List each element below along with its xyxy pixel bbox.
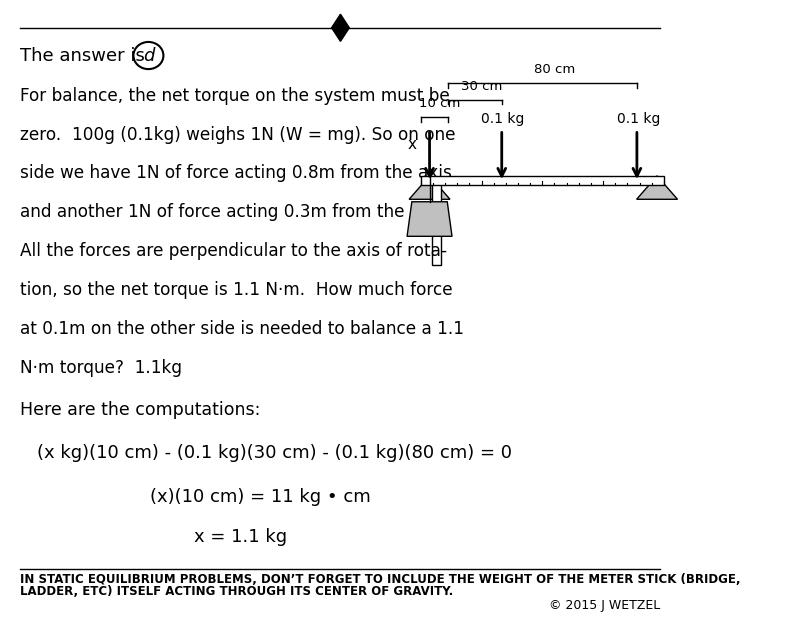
Text: x = 1.1 kg: x = 1.1 kg — [194, 528, 287, 546]
Polygon shape — [407, 202, 452, 236]
Text: side we have 1N of force acting 0.8m from the axis,: side we have 1N of force acting 0.8m fro… — [21, 164, 458, 183]
Text: 30 cm: 30 cm — [461, 80, 502, 93]
Text: 80 cm: 80 cm — [534, 63, 575, 76]
Polygon shape — [331, 14, 350, 41]
Text: For balance, the net torque on the system must be: For balance, the net torque on the syste… — [21, 86, 450, 105]
Text: tion, so the net torque is 1.1 N·m.  How much force: tion, so the net torque is 1.1 N·m. How … — [21, 281, 453, 299]
Text: x: x — [408, 138, 417, 152]
Polygon shape — [637, 176, 678, 199]
Text: (x kg)(10 cm) - (0.1 kg)(30 cm) - (0.1 kg)(80 cm) = 0: (x kg)(10 cm) - (0.1 kg)(30 cm) - (0.1 k… — [38, 444, 513, 463]
Text: (x)(10 cm) = 11 kg • cm: (x)(10 cm) = 11 kg • cm — [150, 487, 370, 506]
Text: zero.  100g (0.1kg) weighs 1N (W = mg). So on one: zero. 100g (0.1kg) weighs 1N (W = mg). S… — [21, 125, 456, 144]
Text: at 0.1m on the other side is needed to balance a 1.1: at 0.1m on the other side is needed to b… — [21, 320, 465, 338]
Text: The answer is: The answer is — [21, 46, 146, 65]
Text: Here are the computations:: Here are the computations: — [21, 401, 261, 420]
Text: 10 cm: 10 cm — [419, 97, 461, 110]
Text: N·m torque?  1.1kg: N·m torque? 1.1kg — [21, 358, 182, 377]
Polygon shape — [409, 176, 450, 199]
Text: IN STATIC EQUILIBRIUM PROBLEMS, DON’T FORGET TO INCLUDE THE WEIGHT OF THE METER : IN STATIC EQUILIBRIUM PROBLEMS, DON’T FO… — [21, 573, 741, 587]
Text: 0.1 kg: 0.1 kg — [482, 112, 525, 126]
Text: © 2015 J WETZEL: © 2015 J WETZEL — [550, 599, 661, 613]
Text: LADDER, ETC) ITSELF ACTING THROUGH ITS CENTER OF GRAVITY.: LADDER, ETC) ITSELF ACTING THROUGH ITS C… — [21, 584, 454, 598]
Bar — [432, 179, 441, 265]
Bar — [421, 176, 664, 185]
Text: 0.1 kg: 0.1 kg — [617, 112, 660, 126]
Text: and another 1N of force acting 0.3m from the axis.: and another 1N of force acting 0.3m from… — [21, 203, 450, 222]
Text: d: d — [142, 46, 154, 65]
Text: All the forces are perpendicular to the axis of rota-: All the forces are perpendicular to the … — [21, 242, 447, 260]
